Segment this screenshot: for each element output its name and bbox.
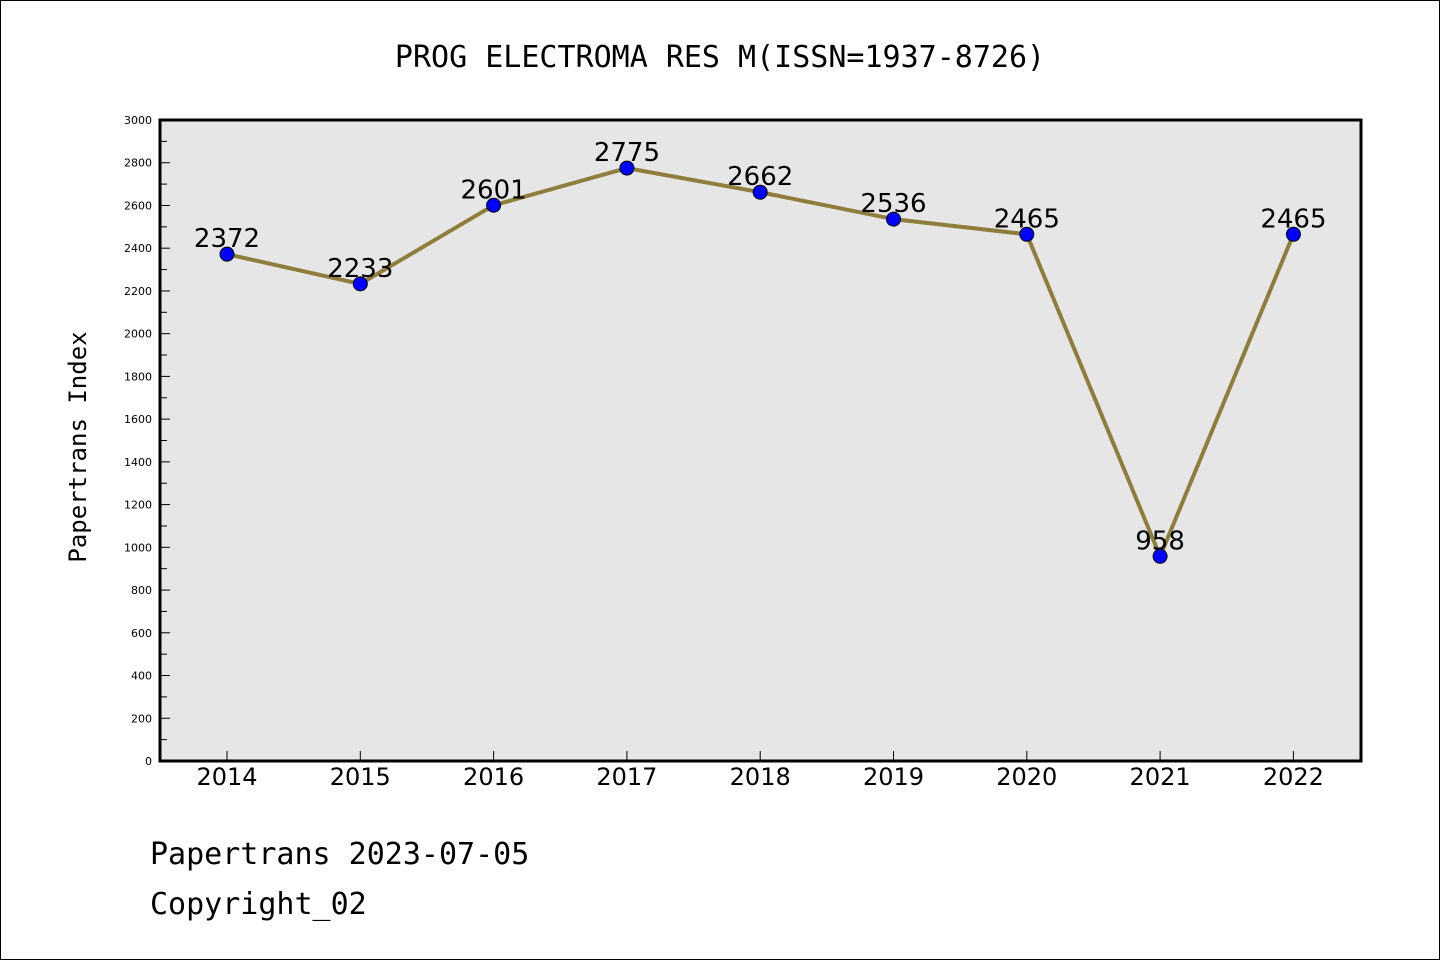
data-point [1285, 226, 1301, 242]
series-layer [219, 160, 1301, 564]
data-point [1019, 226, 1035, 242]
chart-title: PROG ELECTROMA RES M(ISSN=1937-8726) [395, 40, 1045, 75]
data-label: 2601 [461, 175, 527, 205]
y-tick-label: 3000 [124, 114, 152, 127]
y-tick-label: 1800 [124, 370, 152, 383]
plot-area [160, 120, 1361, 761]
data-label: 2662 [727, 162, 793, 192]
x-tick-label: 2021 [1130, 763, 1191, 791]
data-point [352, 276, 368, 292]
y-tick-label: 1400 [124, 456, 152, 469]
data-label: 2775 [594, 138, 660, 168]
data-point [486, 197, 502, 213]
data-label-layer: 2372 2233 2601 2775 2662 2536 2465 958 2465 [194, 138, 1327, 556]
x-axis-ticks: 2014 2015 2016 2017 2018 2019 2020 2021 2022 [196, 751, 1324, 791]
data-label: 2465 [994, 204, 1060, 234]
data-label: 2233 [327, 254, 393, 284]
footer-date: Papertrans 2023-07-05 [150, 837, 529, 872]
y-tick-label: 1600 [124, 413, 152, 426]
x-tick-label: 2015 [330, 763, 391, 791]
y-tick-label: 0 [145, 755, 152, 768]
y-tick-label: 800 [131, 584, 152, 597]
data-label: 958 [1135, 526, 1185, 556]
x-tick-label: 2019 [863, 763, 924, 791]
x-tick-label: 2020 [996, 763, 1057, 791]
y-tick-label: 2600 [124, 199, 152, 212]
y-tick-label: 2200 [124, 285, 152, 298]
data-point [1152, 548, 1168, 564]
footer-copyright: Copyright_02 [150, 887, 367, 922]
data-point [752, 184, 768, 200]
data-point [219, 246, 235, 262]
x-tick-label: 2022 [1263, 763, 1324, 791]
y-tick-label: 200 [131, 712, 152, 725]
x-tick-label: 2018 [730, 763, 791, 791]
plot-border [158, 118, 1363, 763]
y-axis-label: Papertrans Index [64, 331, 92, 562]
y-tick-label: 1200 [124, 499, 152, 512]
y-tick-label: 600 [131, 627, 152, 640]
y-tick-label: 2000 [124, 328, 152, 341]
data-label: 2536 [860, 189, 926, 219]
y-tick-label: 2400 [124, 242, 152, 255]
y-tick-label: 2800 [124, 157, 152, 170]
y-tick-label: 400 [131, 670, 152, 683]
data-label: 2372 [194, 224, 260, 254]
data-point [886, 211, 901, 227]
x-tick-label: 2016 [463, 763, 524, 791]
y-tick-label: 1000 [124, 541, 152, 554]
data-point [619, 160, 635, 176]
data-label: 2465 [1260, 204, 1326, 234]
x-tick-label: 2014 [196, 763, 257, 791]
y-axis-ticks: 0 200 400 600 800 1000 1200 1400 1600 1800 2000 220… [124, 114, 170, 768]
x-tick-label: 2017 [596, 763, 657, 791]
